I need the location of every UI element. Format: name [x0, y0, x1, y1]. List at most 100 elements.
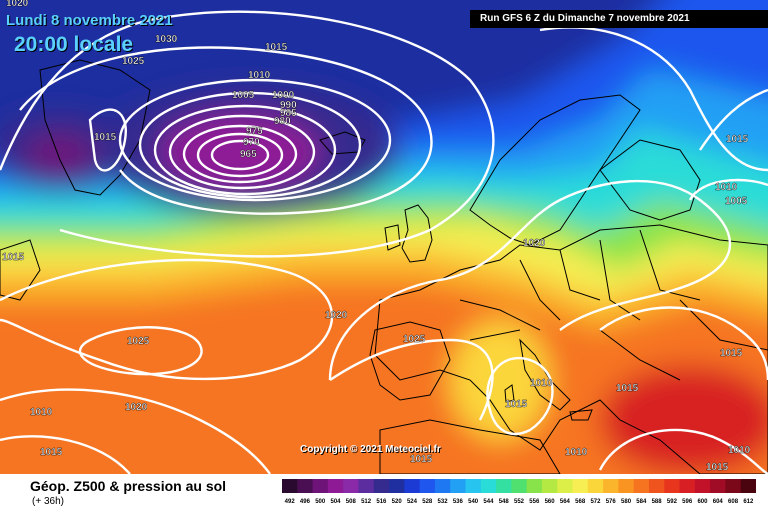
- model-run-label: Run GFS 6 Z du Dimanche 7 novembre 2021: [470, 10, 768, 28]
- color-scale-swatch: [358, 479, 375, 493]
- pressure-label: 1015: [265, 42, 288, 53]
- color-scale-tick-label: 520: [392, 499, 403, 505]
- color-scale-swatch: [648, 479, 665, 493]
- color-scale-swatch: [526, 479, 543, 493]
- color-scale-swatch: [557, 479, 574, 493]
- pressure-label: 1015: [94, 132, 117, 143]
- pressure-label: 1000: [272, 90, 295, 101]
- color-scale-swatch: [404, 479, 421, 493]
- pressure-label: 970: [243, 137, 260, 148]
- pressure-label: 1005: [232, 90, 255, 101]
- pressure-label: 1015: [410, 454, 433, 465]
- pressure-label: 1025: [127, 336, 150, 347]
- forecast-date: Lundi 8 novembre 2021: [6, 12, 173, 29]
- color-scale-bar: [282, 479, 756, 493]
- pressure-label: 1010: [30, 407, 53, 418]
- color-scale-tick-label: 572: [590, 499, 601, 505]
- color-scale-swatch: [603, 479, 619, 493]
- color-scale-swatch: [496, 479, 512, 493]
- color-scale-swatch: [511, 479, 528, 493]
- color-scale-tick-label: 568: [575, 499, 586, 505]
- chart-footer: Géop. Z500 & pression au sol (+ 36h) 492…: [0, 474, 768, 512]
- color-scale-tick-label: 580: [621, 499, 632, 505]
- color-scale-tick-label: 516: [376, 499, 387, 505]
- color-scale-tick-label: 548: [499, 499, 510, 505]
- pressure-label: 1020: [523, 238, 546, 249]
- weather-map: 1020 1030 1025 1015 1010 1005 1000 990 9…: [0, 0, 768, 474]
- pressure-label: 1015: [616, 383, 639, 394]
- color-scale-swatch: [282, 479, 298, 493]
- geopotential-field: [0, 0, 768, 474]
- pressure-label: 1015: [726, 134, 749, 145]
- color-scale-swatch: [327, 479, 344, 493]
- color-scale-tick-label: 492: [285, 499, 296, 505]
- pressure-label: 965: [240, 149, 257, 160]
- pressure-label: 1005: [725, 196, 748, 207]
- color-scale-swatch: [694, 479, 711, 493]
- color-scale-tick-label: 564: [560, 499, 571, 505]
- copyright-notice: Copyright © 2021 Meteociel.fr: [300, 444, 441, 455]
- isobars: [0, 10, 768, 474]
- landmasses: [0, 59, 768, 474]
- color-scale-swatch: [725, 479, 742, 493]
- color-scale-swatch: [419, 479, 436, 493]
- forecast-hour: (+ 36h): [32, 496, 64, 507]
- color-scale-swatch: [465, 479, 482, 493]
- color-scale-swatch: [480, 479, 497, 493]
- color-scale-swatch: [312, 479, 329, 493]
- color-scale-swatch: [679, 479, 696, 493]
- forecast-time: 20:00 locale: [14, 33, 134, 56]
- color-scale-swatch: [434, 479, 451, 493]
- pressure-label: 1015: [2, 252, 25, 263]
- color-scale-tick-label: 500: [315, 499, 326, 505]
- pressure-label: 1025: [403, 334, 426, 345]
- color-scale-tick-label: 540: [468, 499, 479, 505]
- pressure-label: 1020: [6, 0, 29, 9]
- color-scale-swatch: [297, 479, 314, 493]
- color-scale-tick-label: 592: [667, 499, 678, 505]
- color-scale-swatch: [664, 479, 681, 493]
- color-scale-tick-label: 556: [529, 499, 540, 505]
- color-scale-tick-label: 596: [682, 499, 693, 505]
- pressure-label: 1010: [715, 182, 738, 193]
- color-scale-tick-label: 504: [331, 499, 342, 505]
- pressure-label: 1010: [565, 447, 588, 458]
- pressure-label: 1020: [325, 310, 348, 321]
- color-scale-swatch: [541, 479, 558, 493]
- color-scale-swatch: [572, 479, 589, 493]
- color-scale-tick-label: 576: [606, 499, 617, 505]
- pressure-label: 1015: [505, 399, 528, 410]
- color-scale-swatch: [587, 479, 604, 493]
- pressure-label: 1010: [728, 445, 751, 456]
- color-scale-tick-label: 612: [743, 499, 754, 505]
- color-scale-tick-label: 552: [514, 499, 525, 505]
- color-scale-swatch: [450, 479, 466, 493]
- color-scale-tick-label: 496: [300, 499, 311, 505]
- color-scale-swatch: [618, 479, 635, 493]
- color-scale-tick-label: 608: [728, 499, 739, 505]
- color-scale-tick-label: 544: [483, 499, 494, 505]
- pressure-label: 1025: [122, 56, 145, 67]
- color-scale-swatch: [633, 479, 650, 493]
- color-scale-tick-label: 524: [407, 499, 418, 505]
- pressure-label: 1015: [706, 462, 729, 473]
- color-scale-tick-label: 508: [346, 499, 357, 505]
- color-scale-swatch: [343, 479, 359, 493]
- color-scale-swatch: [740, 479, 756, 493]
- color-scale-swatch: [389, 479, 405, 493]
- pressure-label: 1015: [40, 447, 63, 458]
- pressure-label: 985: [280, 108, 297, 119]
- color-scale-tick-label: 528: [422, 499, 433, 505]
- pressure-label: 980: [274, 116, 291, 127]
- pressure-label: 1020: [125, 402, 148, 413]
- color-scale-swatch: [373, 479, 390, 493]
- pressure-label: 1030: [155, 34, 178, 45]
- color-scale-tick-label: 584: [636, 499, 647, 505]
- color-scale-tick-label: 532: [438, 499, 449, 505]
- color-scale-tick-label: 560: [545, 499, 556, 505]
- color-scale-tick-label: 512: [361, 499, 372, 505]
- color-scale-tick-label: 536: [453, 499, 464, 505]
- color-scale-ticks: 492 496 500 504 508 512 516 520 524 528 532 536 540 5…: [285, 499, 754, 505]
- color-scale-tick-label: 600: [697, 499, 708, 505]
